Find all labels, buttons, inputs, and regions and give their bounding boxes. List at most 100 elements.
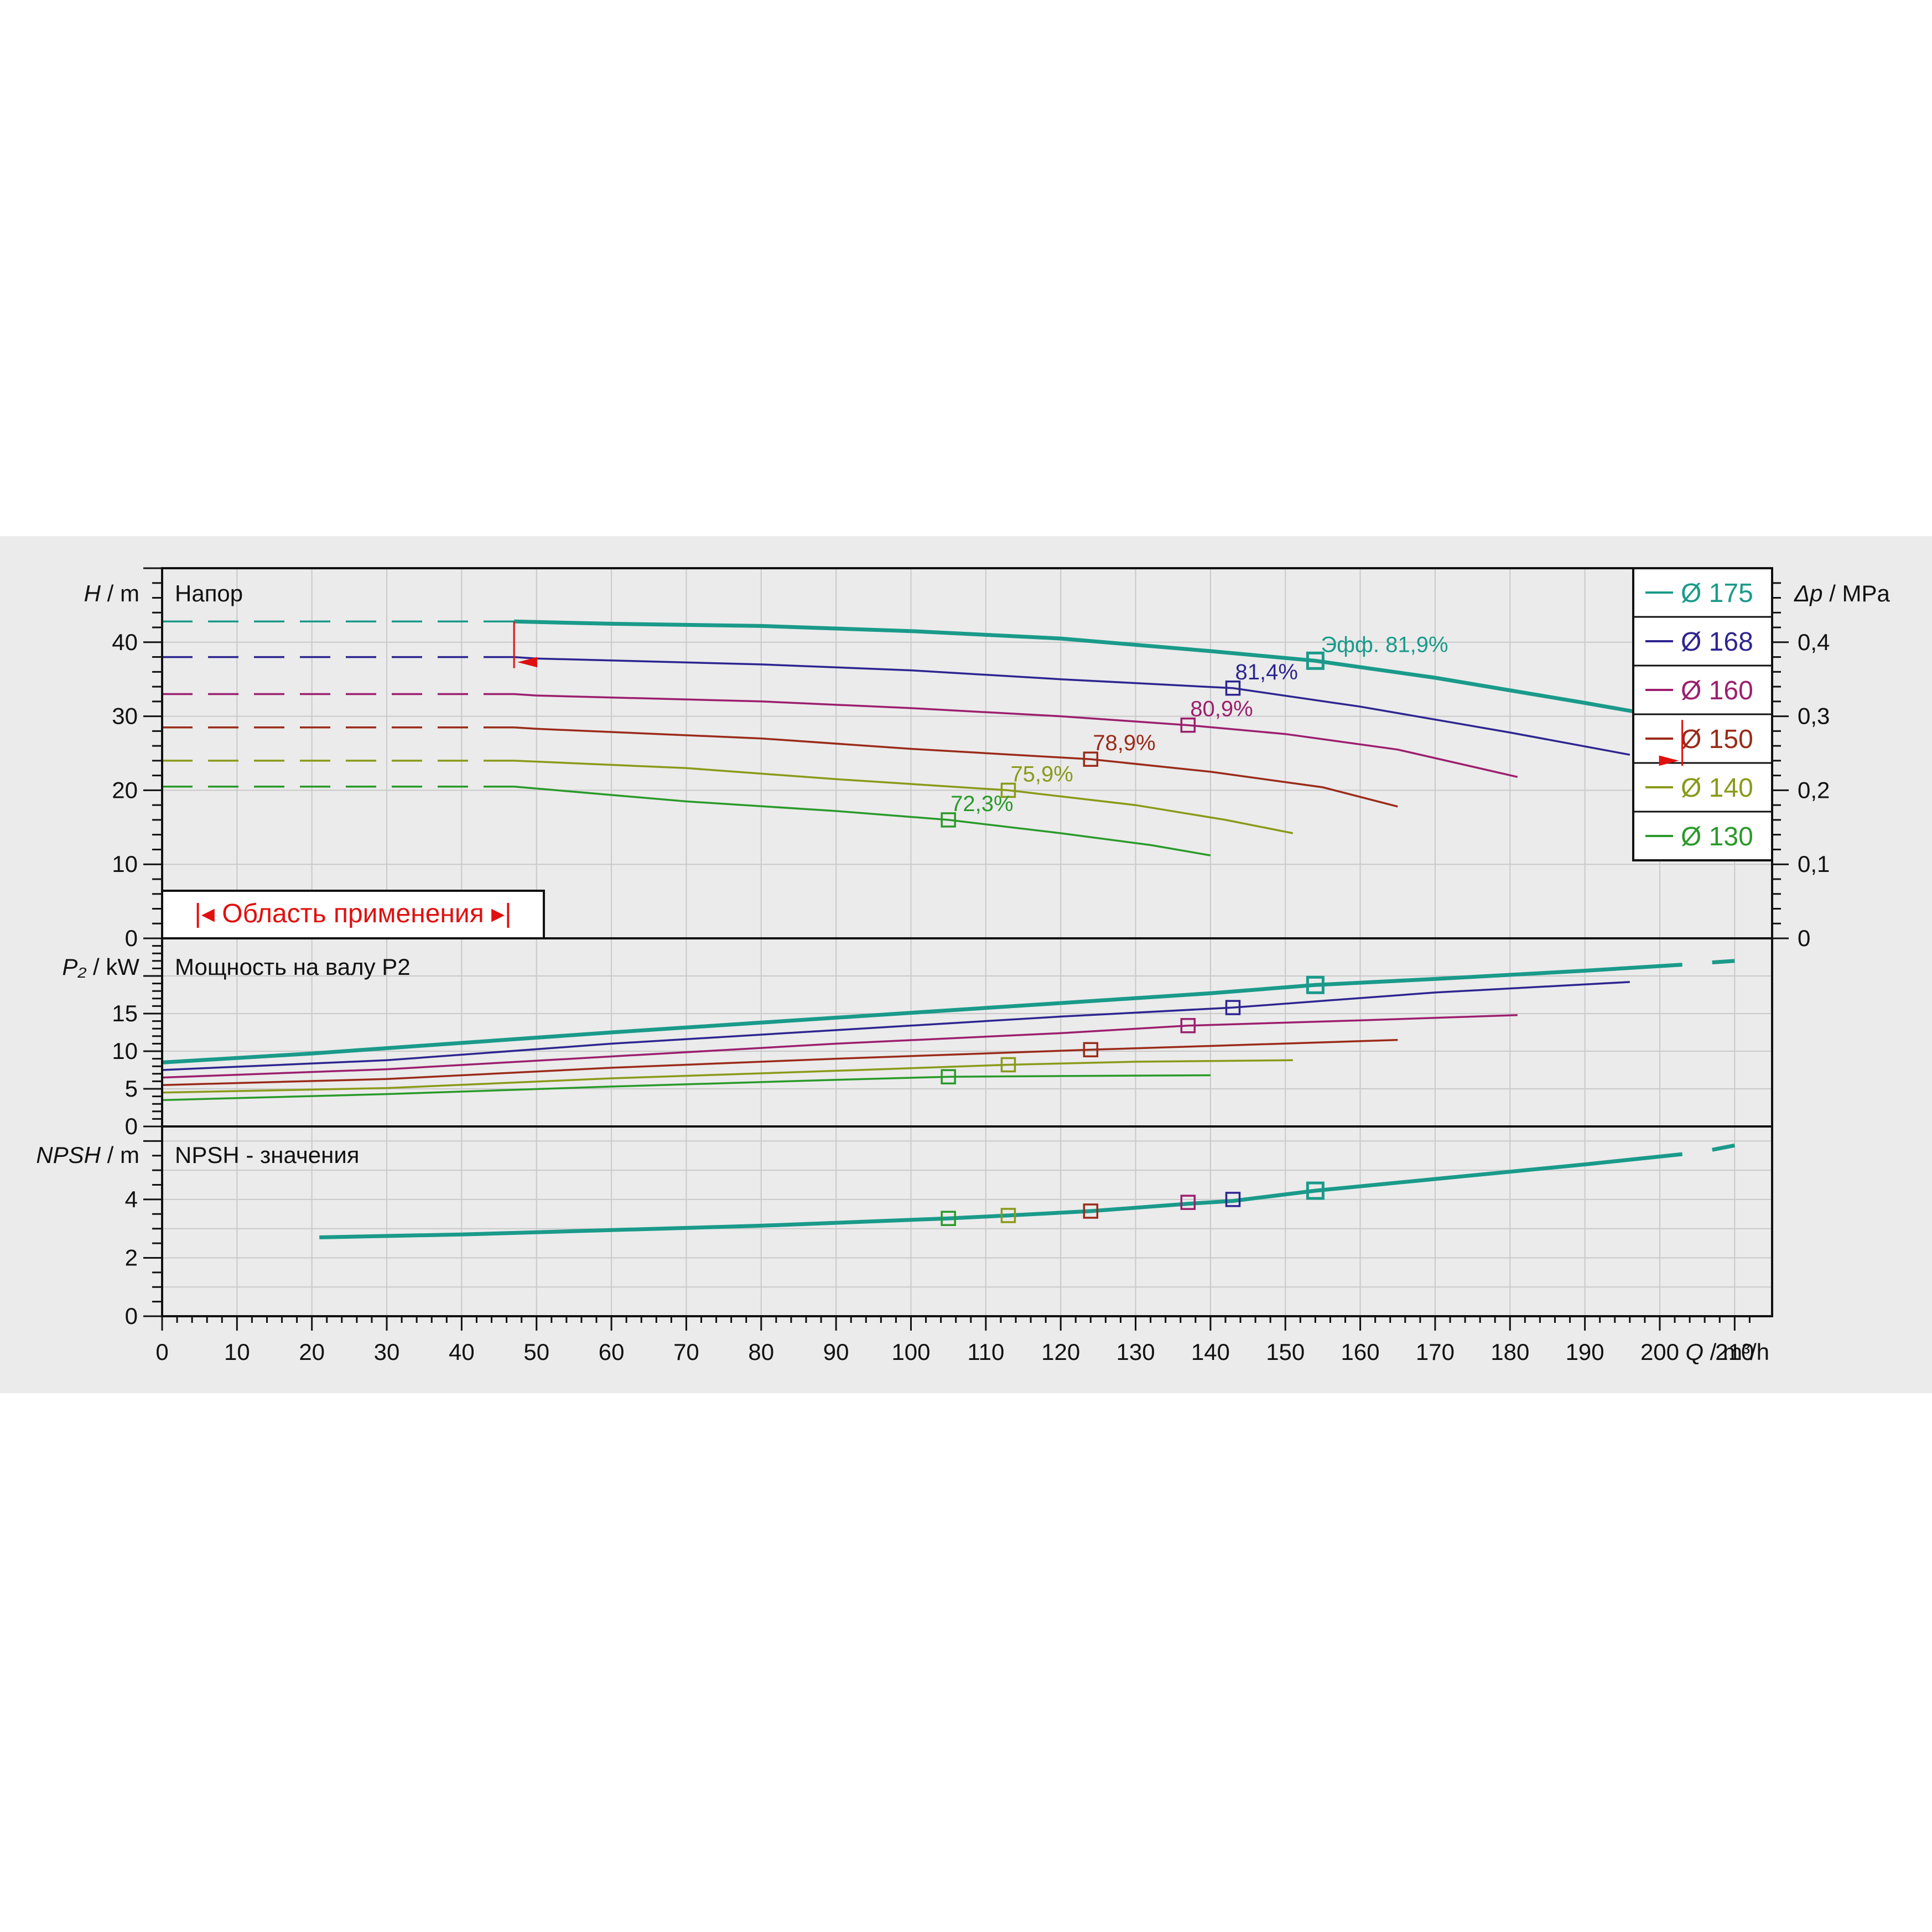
y-axis-title-npsh: NPSH / m (36, 1142, 139, 1168)
bep-marker-npsh (1083, 1203, 1099, 1219)
efficiency-label: 80,9% (1190, 697, 1253, 721)
power-curve-extension (1712, 959, 1735, 964)
legend-label: Ø 168 (1681, 627, 1753, 657)
x-tick-label: 100 (891, 1339, 930, 1365)
x-tick-label: 110 (967, 1339, 1004, 1365)
x-tick-label: 190 (1566, 1339, 1604, 1365)
power-curve (162, 1074, 1211, 1102)
head-curve (513, 656, 1630, 756)
x-tick-label: 160 (1341, 1339, 1380, 1365)
x-tick-label: 130 (1116, 1339, 1155, 1365)
axes: 0 10 20 30 40 50 60 70 80 90 100 110 120 130 140 150 160… (112, 567, 1830, 1365)
bep-marker-npsh (1306, 1181, 1325, 1200)
x-tick-label: 70 (673, 1339, 699, 1365)
npsh-curve-extension (1712, 1143, 1735, 1152)
curves: Эфф. 81,9% 81,4% 80,9% 78,9% 75,9% 72,3% (162, 619, 1736, 1239)
x-tick-label: 140 (1191, 1339, 1230, 1365)
y2-tick-label: 0,3 (1798, 703, 1830, 729)
axis-labels: H / m P₂ / kW NPSH / m Δp / MPa Q / m³/h Напо… (36, 580, 1890, 1365)
x-tick-label: 170 (1416, 1339, 1455, 1365)
power-curve (162, 1038, 1398, 1086)
efficiency-label: 81,4% (1235, 660, 1297, 684)
pump-curve-chart: Эфф. 81,9% 81,4% 80,9% 78,9% 75,9% 72,3% 0 10 2… (36, 567, 1891, 1365)
y-axis-title-power: P₂ / kW (62, 954, 139, 980)
legend-label: Ø 130 (1681, 822, 1753, 851)
x-tick-label: 90 (823, 1339, 849, 1365)
x-tick-label: 120 (1041, 1339, 1080, 1365)
series-2: 81,4% (162, 656, 1630, 1207)
bep-marker-head (1000, 782, 1016, 798)
annotations: |◂ Область применения ▸| (161, 621, 1684, 939)
grid (162, 568, 1772, 1316)
y-tick-label: 40 (112, 629, 138, 655)
bep-marker-head (1306, 651, 1325, 670)
head-curve (513, 693, 1518, 778)
bep-marker-head (1225, 681, 1241, 696)
series-5: 75,9% (162, 760, 1294, 1223)
series-3: 80,9% (162, 693, 1518, 1210)
y-tick-label: 10 (112, 1038, 138, 1064)
x-tick-label: 80 (748, 1339, 774, 1365)
x-tick-label: 60 (599, 1339, 625, 1365)
y2-tick-label: 0,2 (1798, 777, 1830, 803)
x-axis-title: Q / m³/h (1685, 1339, 1769, 1365)
efficiency-label: 75,9% (1010, 762, 1073, 786)
x-tick-label: 150 (1266, 1339, 1305, 1365)
bep-marker-power (1306, 975, 1325, 994)
bep-marker-power (1083, 1042, 1099, 1058)
y2-axis-title: Δp / MPa (1794, 580, 1891, 606)
head-curve (513, 726, 1398, 808)
x-tick-label: 180 (1490, 1339, 1529, 1365)
series-4: 78,9% (162, 726, 1398, 1219)
bep-marker-head (941, 812, 956, 828)
bep-marker-npsh (941, 1211, 956, 1226)
panel-title-head: Напор (175, 580, 243, 606)
x-tick-label: 40 (449, 1339, 475, 1365)
y-tick-label: 5 (125, 1076, 138, 1102)
legend: Ø 175 Ø 168 Ø 160 Ø 150 Ø 140 Ø 130 (1632, 567, 1773, 861)
x-tick-label: 50 (523, 1339, 549, 1365)
head-curve (513, 785, 1211, 856)
x-tick-label: 0 (155, 1339, 168, 1365)
series-1: Эфф. 81,9% (162, 619, 1736, 1239)
head-curve (514, 619, 1683, 722)
legend-label: Ø 175 (1681, 579, 1753, 608)
y-tick-label: 4 (125, 1186, 138, 1212)
x-tick-label: 200 (1640, 1339, 1679, 1365)
bep-marker-power (1180, 1018, 1196, 1033)
legend-label: Ø 150 (1681, 725, 1753, 754)
panel-title-power: Мощность на валу P2 (175, 954, 411, 980)
bep-marker-npsh (1180, 1194, 1196, 1210)
y2-tick-label: 0,4 (1798, 629, 1830, 655)
y-tick-label: 30 (112, 703, 138, 729)
y2-tick-label: 0,1 (1798, 851, 1830, 877)
power-curve (162, 963, 1682, 1064)
y-tick-label: 0 (125, 1113, 138, 1139)
x-tick-label: 20 (299, 1339, 325, 1365)
plot-border (161, 567, 1773, 1317)
y-tick-label: 0 (125, 1303, 138, 1329)
bep-marker-head (1083, 751, 1099, 767)
bep-marker-power (1000, 1057, 1016, 1073)
head-curve (514, 760, 1294, 834)
y-tick-label: 0 (125, 925, 138, 951)
bep-marker-power (941, 1069, 956, 1084)
range-arrow-max (1659, 755, 1679, 766)
application-range-box (161, 890, 545, 939)
bep-marker-npsh (1225, 1192, 1241, 1207)
npsh-curve (319, 1152, 1682, 1239)
y2-tick-label: 0 (1798, 925, 1810, 951)
chart-frame (161, 567, 1773, 1317)
power-curve (162, 1014, 1518, 1079)
series-6: 72,3% (162, 785, 1211, 1226)
y-tick-label: 20 (112, 777, 138, 803)
efficiency-label: 78,9% (1093, 731, 1155, 755)
legend-label: Ø 160 (1681, 676, 1753, 705)
x-tick-label: 30 (374, 1339, 400, 1365)
x-tick-label: 210 (1715, 1339, 1754, 1365)
y-axis-title-head: H / m (84, 580, 139, 606)
x-tick-label: 10 (224, 1339, 250, 1365)
y-tick-label: 2 (125, 1244, 138, 1270)
range-arrow-min (517, 657, 538, 668)
bep-marker-npsh (1000, 1208, 1016, 1223)
